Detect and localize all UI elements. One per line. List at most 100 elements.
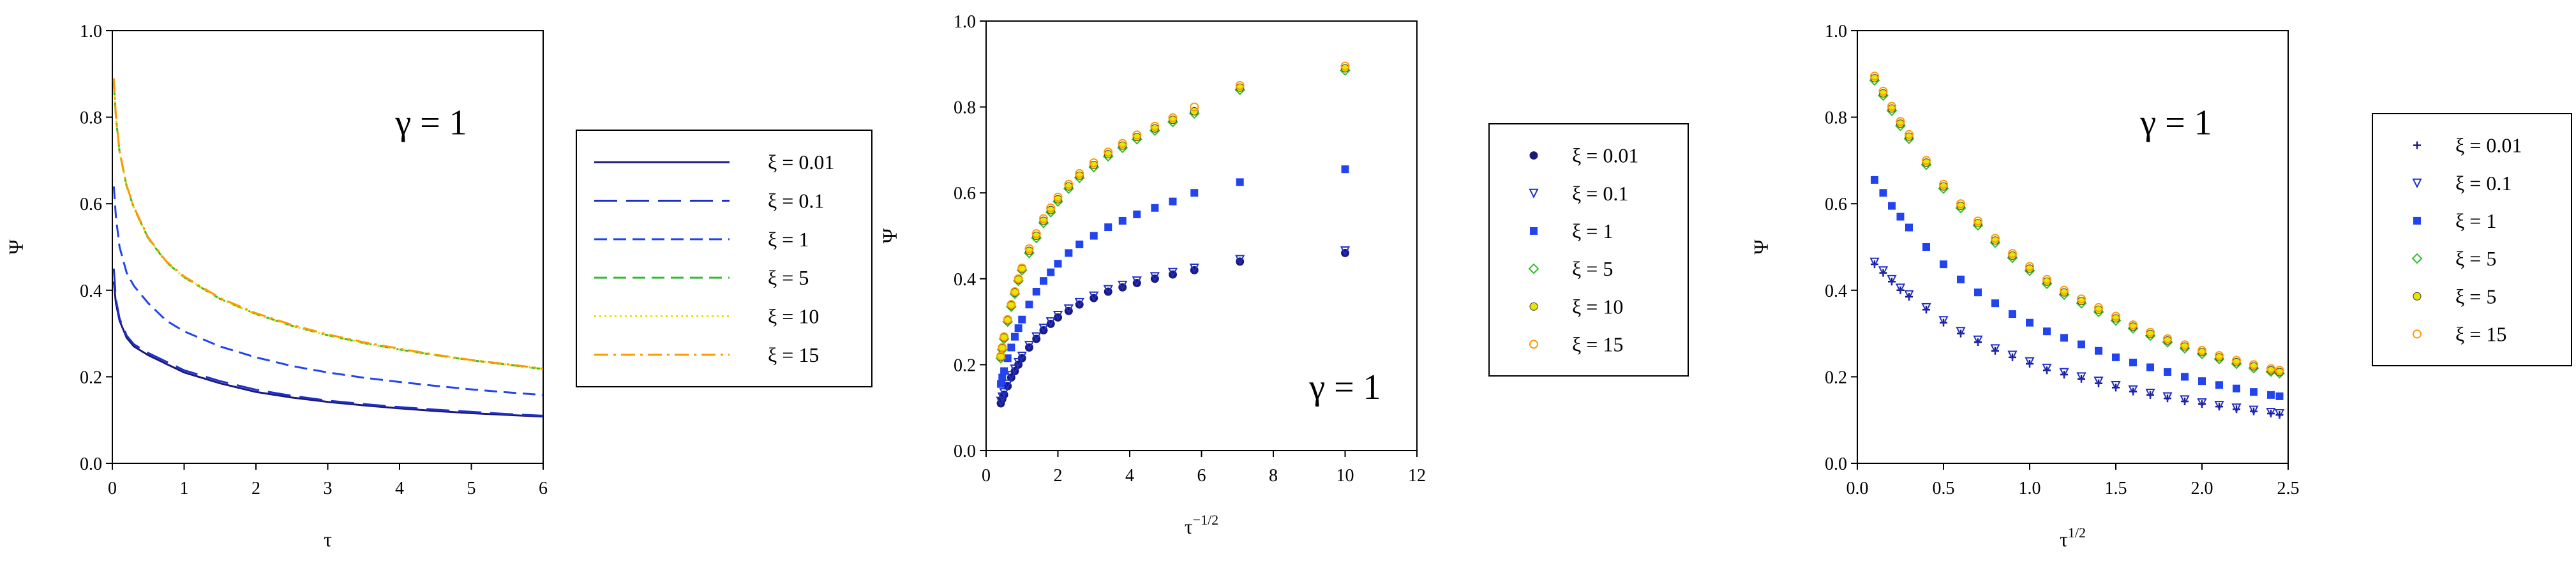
x-axis-label-superscript: −1/2 <box>1193 512 1219 528</box>
y-tick-label: 0.8 <box>1825 108 1847 128</box>
x-tick-label: 0.0 <box>1846 479 1869 498</box>
data-point <box>2163 334 2172 343</box>
data-point <box>2042 363 2052 374</box>
data-point <box>2162 392 2173 402</box>
y-tick-label: 0.6 <box>954 184 976 204</box>
data-point <box>1167 267 1178 278</box>
legend-entry: ξ = 15 <box>594 343 819 366</box>
x-axis-label-superscript: 1/2 <box>2068 525 2086 541</box>
data-point <box>2042 274 2051 284</box>
data-point <box>1010 287 1019 296</box>
legend-entry: ξ = 5 <box>594 266 809 289</box>
series-3 <box>1871 176 2284 400</box>
data-point <box>2078 340 2085 348</box>
legend-entry: ξ = 0.1 <box>2412 172 2512 195</box>
data-point <box>1149 272 1160 282</box>
data-point <box>1011 333 1019 341</box>
x-tick-label: 1.0 <box>2019 479 2041 498</box>
legend-entry: ξ = 1 <box>2413 209 2496 232</box>
y-tick-label: 0.6 <box>80 195 102 214</box>
series-5 <box>1870 74 2284 377</box>
data-point <box>1118 216 1127 225</box>
x-tick-label: 10 <box>1337 466 1354 486</box>
data-point <box>1340 61 1350 71</box>
legend-marker <box>1529 302 1538 311</box>
y-tick-label: 1.0 <box>80 22 102 41</box>
data-point <box>1888 202 1896 210</box>
legend-entry: ξ = 0.01 <box>1529 144 1638 167</box>
chart-3: 0.0 0.2 0.4 0.6 0.8 1.0 0.0 0.5 1.0 1.5 2.0 2.5 τ1/2… <box>1749 22 2572 551</box>
data-point <box>2059 368 2069 378</box>
legend-label: ξ = 0.01 <box>768 151 834 174</box>
y-tick-label: 0.0 <box>1825 454 1847 474</box>
data-point <box>1939 179 1948 189</box>
data-point <box>1169 197 1177 206</box>
data-point <box>2093 377 2104 387</box>
x-axis-label: τ−1/2 <box>1185 512 1218 538</box>
legend-entry: ξ = 10 <box>1529 295 1623 318</box>
data-point <box>1065 249 1073 257</box>
plot-frame <box>112 30 544 464</box>
data-point <box>2233 384 2240 392</box>
legend-label: ξ = 0.1 <box>2455 172 2512 195</box>
data-point <box>1887 274 1897 285</box>
legend-entry: ξ = 1 <box>1530 220 1613 243</box>
data-point <box>1089 158 1098 168</box>
y-axis-label: Ψ <box>1749 239 1772 255</box>
series-line <box>112 281 543 418</box>
x-tick-label: 5 <box>467 479 476 498</box>
data-point <box>2060 334 2068 342</box>
data-point <box>1190 189 1199 197</box>
data-point <box>1031 332 1042 342</box>
data-point <box>2181 373 2189 381</box>
data-point <box>1878 86 1888 96</box>
data-point <box>2060 285 2069 295</box>
data-point <box>2198 346 2206 355</box>
data-point <box>2198 377 2206 385</box>
legend-marker <box>1529 340 1538 349</box>
data-point <box>2077 294 2086 304</box>
series-3 <box>112 186 543 396</box>
legend-entry: ξ = 0.01 <box>2413 134 2522 157</box>
x-tick-label: 6 <box>539 479 548 498</box>
data-point <box>1974 288 1982 297</box>
x-axis-label: τ <box>324 528 332 551</box>
x-tick-label: 1.5 <box>2105 479 2127 498</box>
series-line <box>112 78 543 370</box>
x-tick-label: 2.0 <box>2191 479 2213 498</box>
x-axis-label: τ1/2 <box>2060 525 2086 551</box>
data-point <box>1047 268 1055 276</box>
data-point <box>1973 216 1982 226</box>
legend-marker <box>2411 253 2423 264</box>
data-point <box>1922 156 1931 165</box>
data-point <box>2214 401 2224 411</box>
data-point <box>1990 344 2000 354</box>
series-6 <box>112 78 543 370</box>
data-point <box>1104 147 1113 157</box>
data-point <box>1905 130 1913 139</box>
legend-marker <box>2413 141 2421 149</box>
data-point <box>2275 392 2284 400</box>
legend-entry: ξ = 1 <box>594 228 809 251</box>
data-point <box>2275 366 2284 375</box>
data-point <box>1904 290 1914 300</box>
data-point <box>2112 353 2120 361</box>
data-point <box>1052 311 1063 321</box>
data-point <box>2180 340 2189 350</box>
y-tick-label: 0.4 <box>954 270 976 290</box>
series-6 <box>996 61 1350 361</box>
series-line <box>112 80 543 370</box>
x-tick-label: 12 <box>1408 466 1426 486</box>
legend-entry: ξ = 15 <box>1529 333 1623 355</box>
series-5 <box>996 64 1349 361</box>
data-point <box>1879 189 1887 197</box>
data-point <box>2076 372 2086 382</box>
data-point <box>2128 385 2138 395</box>
legend-label: ξ = 5 <box>1572 257 1613 280</box>
legend-entry: ξ = 5 <box>2413 285 2496 308</box>
legend-entry: ξ = 5 <box>1528 257 1613 280</box>
data-point <box>1133 210 1141 218</box>
y-tick-label: 0.0 <box>80 454 102 474</box>
data-point <box>1014 358 1024 368</box>
legend-label: ξ = 0.01 <box>1572 144 1638 167</box>
